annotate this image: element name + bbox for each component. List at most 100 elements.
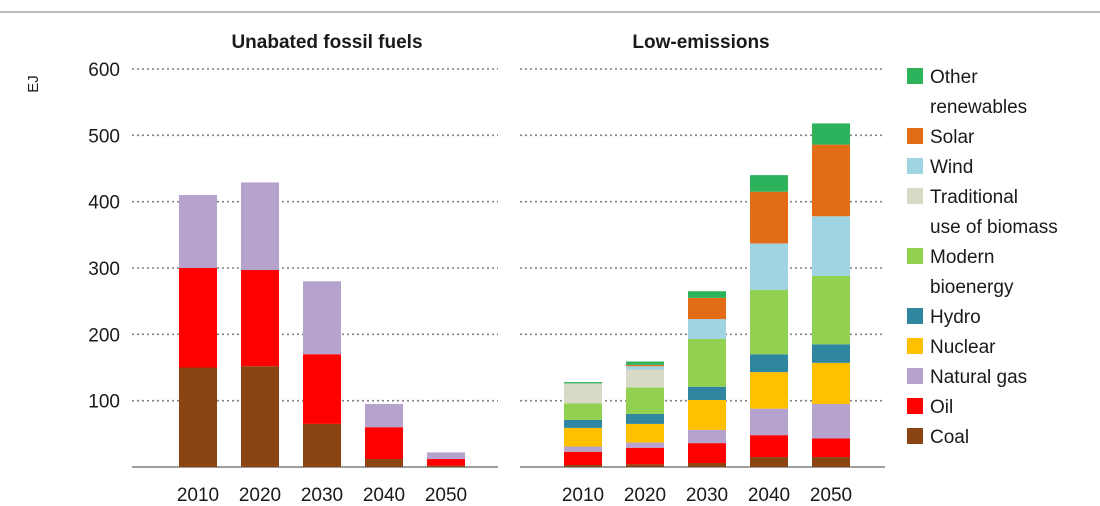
bar-segment-natural_gas-2020 [626,442,664,448]
bar-segment-natural_gas-2010 [179,195,217,268]
panel-title: Unabated fossil fuels [231,32,422,53]
bar-segment-traditional_biomass-2020 [626,369,664,388]
x-tick-label: 2030 [301,485,343,506]
bar-segment-solar-2040 [750,191,788,244]
bar-segment-other_renewables-2040 [750,175,788,192]
bar-segment-coal-2050 [427,465,465,467]
legend-swatch-other_renewables [907,68,923,84]
y-tick-label: 300 [88,259,120,280]
legend-label-traditional_biomass: use of biomass [930,217,1058,238]
x-tick-label: 2030 [686,485,728,506]
bar-segment-coal-2050 [812,457,850,467]
legend-label-solar: Solar [930,127,975,148]
bar-segment-oil-2040 [365,427,403,460]
y-axis-label: EJ [25,75,42,93]
legend-label-nuclear: Nuclear [930,337,996,358]
x-tick-label: 2050 [425,485,467,506]
bar-segment-coal-2010 [564,465,602,467]
legend: Other renewables Solar Wind Traditional use o… [907,67,1058,448]
legend-label-modern_bioenergy: bioenergy [930,277,1014,298]
legend-label-modern_bioenergy: Modern [930,247,994,268]
bar-segment-hydro-2050 [812,344,850,363]
y-tick-label: 600 [88,60,120,81]
bar-segment-oil-2050 [812,438,850,458]
bar-segment-oil-2020 [241,269,279,367]
bar-segment-hydro-2020 [626,413,664,424]
bar-segment-coal-2030 [303,423,341,467]
legend-swatch-traditional_biomass [907,188,923,204]
bar-segment-other_renewables-2050 [812,123,850,145]
bar-segment-other_renewables-2020 [626,361,664,365]
x-tick-label: 2020 [624,485,666,506]
bar-segment-coal-2010 [179,367,217,467]
legend-label-oil: Oil [930,397,953,418]
legend-label-natural_gas: Natural gas [930,367,1027,388]
bar-segment-oil-2020 [626,447,664,465]
bar-segment-nuclear-2020 [626,423,664,443]
bar-segment-natural_gas-2010 [564,446,602,452]
bar-segment-modern_bioenergy-2050 [812,275,850,345]
y-tick-label: 400 [88,193,120,214]
panel-1: Unabated fossil fuels 100 200 300 400 500 600 2… [88,32,498,506]
bar-segment-hydro-2030 [688,386,726,401]
y-tick-label: 200 [88,325,120,346]
y-tick-label: 500 [88,126,120,147]
legend-label-traditional_biomass: Traditional [930,187,1018,208]
bar-segment-solar-2030 [688,297,726,320]
x-tick-label: 2050 [810,485,852,506]
x-tick-label: 2020 [239,485,281,506]
panel-title: Low-emissions [632,32,769,53]
bar-segment-nuclear-2010 [564,427,602,447]
bar-segment-hydro-2040 [750,354,788,373]
bar-segment-oil-2040 [750,435,788,458]
legend-swatch-oil [907,398,923,414]
bar-segment-modern_bioenergy-2040 [750,289,788,355]
x-tick-label: 2010 [562,485,604,506]
chart-panels: Unabated fossil fuels 100 200 300 400 500 600 2… [88,32,885,506]
bar-segment-coal-2030 [688,463,726,467]
bar-segment-oil-2010 [564,451,602,466]
bar-segment-wind-2040 [750,243,788,290]
bar-segment-nuclear-2040 [750,372,788,409]
bar-segment-natural_gas-2030 [688,429,726,444]
bar-segment-hydro-2010 [564,419,602,428]
legend-swatch-modern_bioenergy [907,248,923,264]
x-tick-label: 2040 [748,485,790,506]
bar-segment-other_renewables-2030 [688,291,726,298]
bar-segment-other_renewables-2010 [564,382,602,384]
legend-swatch-wind [907,158,923,174]
bar-segment-natural_gas-2030 [303,281,341,355]
bar-segment-solar-2050 [812,144,850,217]
bar-segment-solar-2020 [626,364,664,367]
bar-segment-oil-2030 [303,354,341,424]
bar-segment-nuclear-2050 [812,362,850,404]
legend-label-coal: Coal [930,427,969,448]
bar-segment-natural_gas-2020 [241,182,279,270]
bar-segment-coal-2040 [365,459,403,467]
bar-segment-modern_bioenergy-2020 [626,387,664,414]
legend-label-wind: Wind [930,157,973,178]
bar-segment-modern_bioenergy-2030 [688,338,726,387]
bar-segment-nuclear-2030 [688,400,726,430]
y-tick-label: 100 [88,392,120,413]
legend-swatch-solar [907,128,923,144]
bar-segment-modern_bioenergy-2010 [564,403,602,420]
legend-label-hydro: Hydro [930,307,981,328]
bar-segment-coal-2040 [750,457,788,467]
top-rule [0,11,1100,13]
bar-segment-oil-2050 [427,459,465,466]
bar-segment-oil-2030 [688,443,726,464]
bar-segment-wind-2050 [812,216,850,276]
legend-label-other_renewables: Other [930,67,978,88]
bar-segment-natural_gas-2040 [750,408,788,436]
legend-swatch-nuclear [907,338,923,354]
bar-segment-natural_gas-2040 [365,403,403,428]
legend-swatch-hydro [907,308,923,324]
bar-segment-natural_gas-2050 [427,452,465,460]
panel-2: Low-emissions 2010 2020 2030 2040 2050 [520,32,885,506]
bar-segment-oil-2010 [179,268,217,368]
x-tick-label: 2040 [363,485,405,506]
bar-segment-traditional_biomass-2010 [564,383,602,404]
bar-segment-wind-2030 [688,319,726,339]
